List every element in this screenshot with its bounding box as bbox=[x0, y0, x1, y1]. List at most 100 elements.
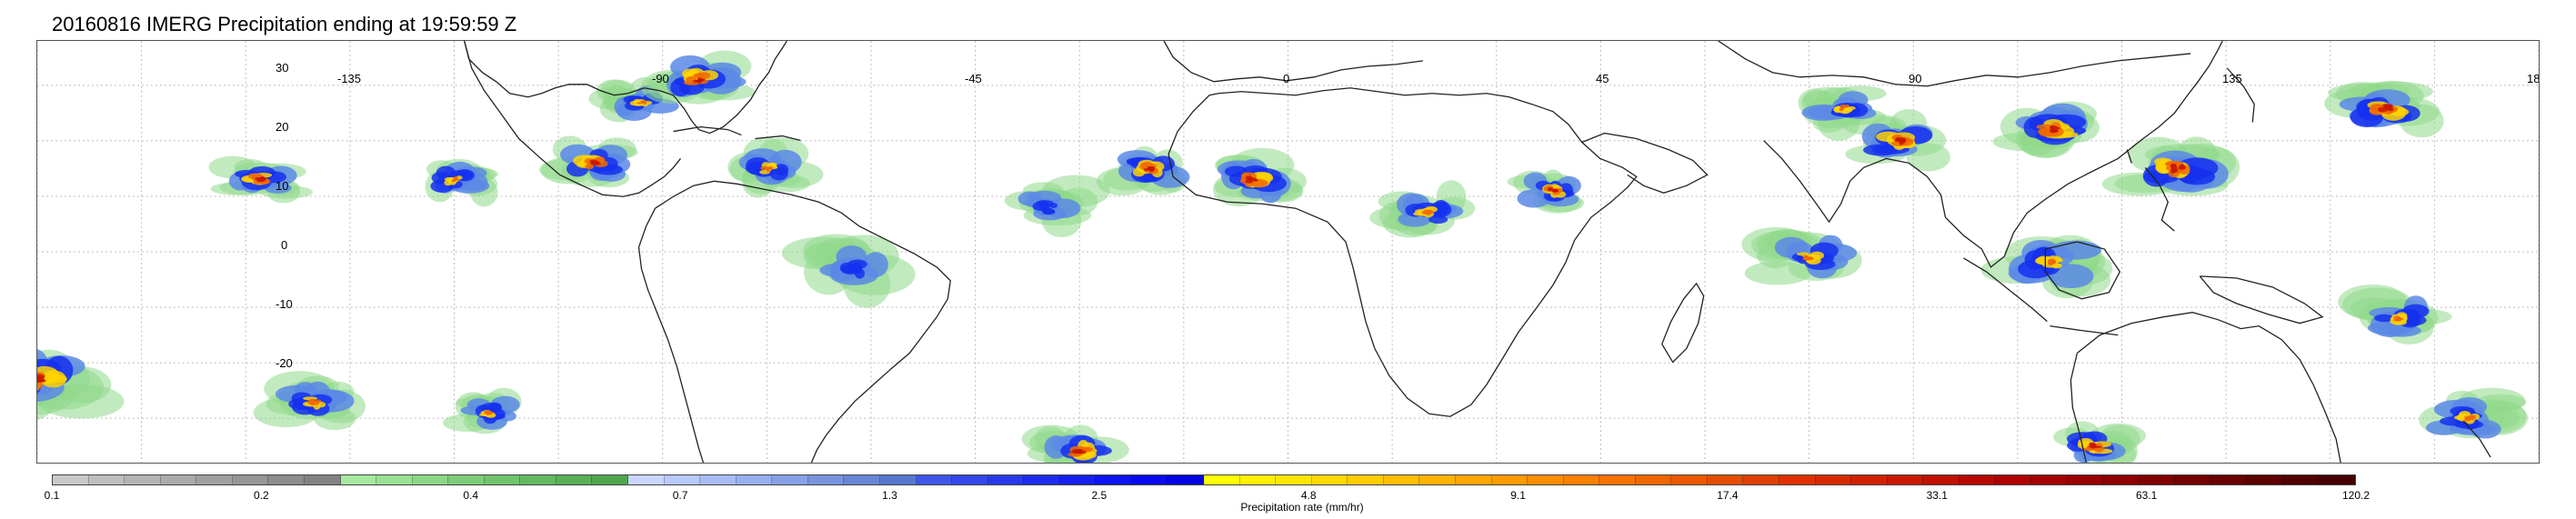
colorbar-segment bbox=[484, 475, 521, 484]
map-title: 20160816 IMERG Precipitation ending at 1… bbox=[52, 13, 517, 35]
precip-cell-ethiopia bbox=[1507, 169, 1585, 214]
coastline-java bbox=[2050, 325, 2119, 336]
colorbar-segment bbox=[88, 475, 125, 484]
lat-label: -10 bbox=[276, 297, 293, 311]
precipitation-layer bbox=[37, 50, 2528, 463]
precip-blob bbox=[2036, 124, 2054, 130]
coastline-asia-north bbox=[1718, 41, 2191, 87]
precip-cell-caribbean bbox=[727, 136, 824, 198]
colorbar-segment bbox=[2067, 475, 2104, 484]
precip-cell-atlantic-itcz bbox=[1004, 175, 1110, 237]
lat-label: 0 bbox=[281, 238, 288, 252]
precip-blob bbox=[1074, 449, 1082, 454]
lon-label: 90 bbox=[1909, 72, 1922, 85]
colorbar-tick-label: 4.8 bbox=[1300, 489, 1317, 502]
colorbar-segment bbox=[1059, 475, 1097, 484]
colorbar-tick-label: 0.4 bbox=[463, 489, 479, 502]
precip-blob bbox=[2179, 164, 2185, 170]
coastline-new-zealand bbox=[2462, 420, 2491, 458]
coastline-australia-west bbox=[2070, 353, 2087, 463]
precip-blob bbox=[1841, 105, 1846, 107]
precip-blob bbox=[643, 102, 647, 105]
colorbar-segment bbox=[2210, 475, 2248, 484]
coastline-taiwan bbox=[2126, 149, 2132, 164]
precipitation-map: -135 -90 -45 0 45 90 135 180 30 20 10 0 … bbox=[36, 40, 2540, 464]
colorbar-segment bbox=[844, 475, 880, 484]
precip-cell-east-pacific-1 bbox=[425, 158, 498, 207]
colorbar-segment bbox=[952, 475, 988, 484]
colorbar-segment bbox=[448, 475, 485, 484]
colorbar-segment bbox=[1959, 475, 1996, 484]
precip-cell-us-southeast bbox=[641, 50, 756, 105]
colorbar-segment bbox=[772, 475, 808, 484]
colorbar-segment bbox=[53, 475, 89, 484]
precip-blob bbox=[1425, 211, 1431, 215]
colorbar-tick-label: 9.1 bbox=[1510, 489, 1526, 502]
colorbar-segment bbox=[1419, 475, 1456, 484]
colorbar-segment bbox=[664, 475, 701, 484]
precip-cell-australia-southwest bbox=[2053, 421, 2146, 463]
precip-blob bbox=[260, 176, 265, 179]
precip-cell-india-north bbox=[1798, 85, 1887, 141]
map-canvas bbox=[37, 41, 2539, 463]
colorbar-segment bbox=[1599, 475, 1636, 484]
precip-blob bbox=[485, 411, 492, 414]
precip-cell-atlantic-wave bbox=[1096, 145, 1190, 196]
colorbar-segment bbox=[1815, 475, 1852, 484]
precip-blob bbox=[40, 370, 66, 388]
precip-cell-tasman-sea bbox=[2419, 387, 2528, 439]
precip-cell-east-pacific-2 bbox=[538, 135, 638, 188]
precip-blob bbox=[315, 399, 322, 403]
coastline-japan bbox=[2226, 67, 2255, 123]
lon-label: 180 bbox=[2527, 72, 2540, 85]
precip-blob bbox=[697, 78, 706, 82]
colorbar-segment bbox=[232, 475, 269, 484]
coastline-australia bbox=[2076, 312, 2341, 463]
precip-blob bbox=[1428, 215, 1448, 225]
precip-blob bbox=[1897, 137, 1907, 143]
precip-cell-bay-of-bengal bbox=[1841, 108, 1950, 172]
colorbar-segment bbox=[340, 475, 377, 484]
precip-blob bbox=[1421, 211, 1428, 214]
colorbar-segment bbox=[1635, 475, 1672, 484]
colorbar-tick-label: 2.5 bbox=[1091, 489, 1108, 502]
precip-blob bbox=[840, 264, 862, 274]
precip-cell-south-pacific-3 bbox=[443, 387, 522, 434]
colorbar-segment bbox=[736, 475, 773, 484]
colorbar-segment bbox=[1707, 475, 1744, 484]
colorbar-segment bbox=[2247, 475, 2283, 484]
colorbar-tick-label: 1.3 bbox=[882, 489, 897, 502]
colorbar-segment bbox=[1491, 475, 1529, 484]
precip-blob bbox=[37, 376, 43, 384]
precip-cell-hawaii-east bbox=[208, 155, 313, 204]
colorbar-segment bbox=[1887, 475, 1924, 484]
lat-label: -20 bbox=[276, 356, 293, 370]
precip-cell-south-pacific-2 bbox=[253, 371, 366, 431]
precip-blob bbox=[2089, 443, 2097, 446]
coastline-madagascar bbox=[1661, 282, 1705, 364]
coastline-arabia bbox=[1581, 132, 1709, 194]
precip-blob bbox=[2049, 264, 2094, 289]
lon-label: 45 bbox=[1596, 72, 1609, 85]
colorbar-segment bbox=[1276, 475, 1312, 484]
precip-blob bbox=[1844, 104, 1849, 108]
precipitation-colorbar bbox=[52, 474, 2356, 485]
colorbar-segment bbox=[160, 475, 197, 484]
colorbar-segment bbox=[1348, 475, 1384, 484]
coastline-sumatra bbox=[1963, 257, 2048, 323]
colorbar-tick-label: 0.2 bbox=[254, 489, 269, 502]
coastline-south-america-west bbox=[637, 207, 705, 463]
coastlines bbox=[464, 41, 2491, 463]
precip-blob bbox=[2468, 414, 2477, 418]
colorbar-segment bbox=[376, 475, 413, 484]
precip-blob bbox=[2382, 104, 2390, 107]
colorbar-segment bbox=[916, 475, 953, 484]
colorbar-segment bbox=[1671, 475, 1708, 484]
precip-cell-indian-ocean-itcz bbox=[1741, 226, 1862, 285]
colorbar-segment bbox=[556, 475, 593, 484]
colorbar-segment bbox=[1204, 475, 1240, 484]
precip-blob bbox=[1807, 256, 1813, 260]
precip-blob bbox=[256, 178, 263, 183]
precip-cell-spcz bbox=[2338, 284, 2452, 344]
colorbar-tick-label: 17.4 bbox=[1717, 489, 1739, 502]
